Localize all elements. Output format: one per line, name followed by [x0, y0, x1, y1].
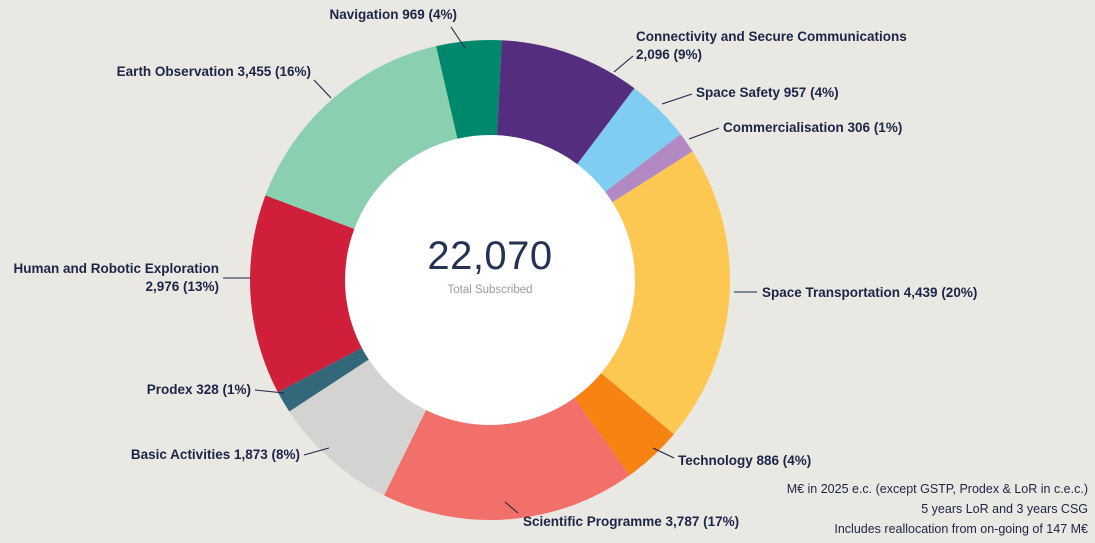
leader-line-prodex [254, 389, 285, 394]
donut-hole [345, 135, 635, 425]
segment-label-space-transportation: Space Transportation 4,439 (20%) [762, 285, 978, 300]
segment-label-scientific-programme: Scientific Programme 3,787 (17%) [523, 514, 740, 529]
leader-line-space-safety [661, 93, 693, 105]
segment-label-human-and-robotic-exploration: Human and Robotic Exploration 2,976 (13%) [13, 261, 219, 294]
donut-segment-navigation[interactable] [436, 40, 502, 139]
donut-segment-basic-activities[interactable] [289, 359, 426, 496]
leader-line-basic-activities [303, 447, 330, 456]
segment-label-space-safety: Space Safety 957 (4%) [696, 85, 839, 100]
donut-segment-earth-observation[interactable] [265, 46, 458, 229]
segment-label-connectivity-and-secure-communications: Connectivity and Secure Communications 2,… [636, 29, 907, 62]
donut-segment-space-safety[interactable] [577, 88, 681, 192]
segment-label-technology: Technology 886 (4%) [678, 453, 812, 468]
segment-label-navigation: Navigation 969 (4%) [329, 7, 457, 22]
donut-segment-scientific-programme[interactable] [384, 397, 630, 520]
donut-segment-technology[interactable] [574, 373, 674, 476]
segment-label-prodex: Prodex 328 (1%) [146, 382, 251, 397]
leader-line-technology [652, 447, 675, 459]
segment-label-basic-activities: Basic Activities 1,873 (8%) [130, 447, 300, 462]
donut-segment-connectivity-and-secure-communications[interactable] [497, 40, 635, 165]
donut-segment-human-and-robotic-exploration[interactable] [250, 195, 362, 393]
footnote: 5 years LoR and 3 years CSG [921, 502, 1088, 516]
footnote: M€ in 2025 e.c. (except GSTP, Prodex & L… [786, 482, 1088, 496]
donut-segment-space-transportation[interactable] [601, 151, 730, 435]
leader-line-commercialisation [688, 127, 720, 140]
segment-label-commercialisation: Commercialisation 306 (1%) [723, 120, 903, 135]
donut-segment-commercialisation[interactable] [605, 134, 693, 203]
leader-line-earth-observation [313, 79, 332, 99]
donut-segment-prodex[interactable] [277, 347, 369, 412]
footnotes: M€ in 2025 e.c. (except GSTP, Prodex & L… [787, 479, 1088, 539]
leader-line-scientific-programme [504, 501, 519, 514]
leader-line-connectivity-and-secure-communications [613, 55, 634, 73]
footnote: Includes reallocation from on-going of 1… [834, 522, 1088, 536]
segment-label-earth-observation: Earth Observation 3,455 (16%) [116, 64, 311, 79]
leader-line-navigation [450, 26, 466, 49]
